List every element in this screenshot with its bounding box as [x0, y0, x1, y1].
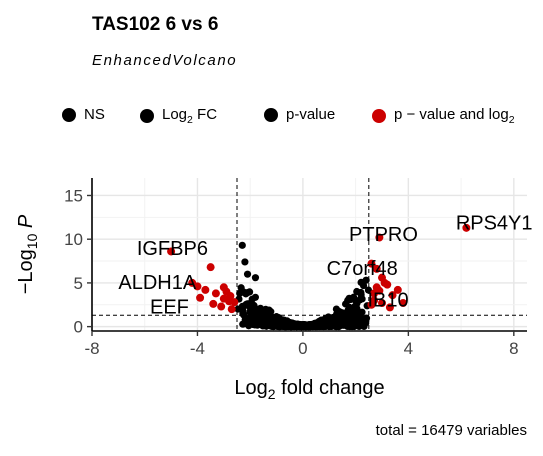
significant-point	[399, 299, 408, 308]
significant-point	[367, 259, 376, 268]
ns-point	[350, 293, 358, 301]
legend-label-pvalue-and-log2fc: p − value and log2	[394, 106, 515, 126]
gene-label-rps4y1: RPS4Y1	[456, 213, 533, 235]
ns-point	[294, 321, 302, 330]
ns-point	[248, 295, 256, 303]
significant-point	[372, 264, 381, 273]
x-axis-label: Log2 fold change	[234, 377, 384, 402]
significant-point	[388, 291, 397, 300]
significant-point	[380, 278, 389, 287]
legend-item-ns: NS	[62, 106, 105, 123]
ns-point	[257, 310, 265, 318]
x-tick-label: 4	[404, 339, 413, 358]
ns-point	[284, 322, 292, 330]
gene-label-igfbp6: IGFBP6	[137, 238, 208, 260]
ns-point	[332, 305, 341, 313]
significant-point	[367, 300, 376, 309]
significant-point	[196, 293, 205, 302]
significant-point	[209, 299, 218, 308]
legend-item-pvalue-and-log2fc: p − value and log2	[372, 106, 515, 126]
gene-label-eef: EEF	[150, 297, 189, 319]
significant-point	[167, 247, 176, 256]
ns-point	[234, 305, 242, 313]
legend-item-log2fc: Log2 FC	[140, 106, 217, 126]
axes: -8 -4 0 4 8 0 5 10 15	[64, 178, 527, 358]
gene-label-c7orf48: C7orf48	[327, 258, 398, 280]
ns-point	[344, 296, 352, 304]
ns-point	[334, 319, 342, 327]
ns-point	[362, 276, 370, 284]
significant-point	[201, 285, 210, 294]
ns-point	[251, 274, 260, 282]
y-tick-label: 10	[64, 230, 83, 249]
ns-point-cloud	[234, 241, 373, 331]
gene-label-ptpro: PTPRO	[349, 224, 418, 246]
gene-label-aldh1a: ALDH1A	[118, 272, 196, 294]
ns-point	[242, 300, 250, 309]
ns-point	[353, 304, 361, 313]
ns-point	[355, 296, 364, 304]
y-axis-label: −Log10 P	[15, 214, 40, 294]
ns-point	[242, 290, 250, 298]
significant-point	[462, 223, 471, 232]
ns-point	[251, 321, 259, 329]
significant-point	[393, 285, 402, 294]
ns-point	[236, 289, 244, 297]
significant-point	[375, 233, 384, 242]
significant-point	[193, 282, 202, 291]
legend-swatch-pvalue-and-log2fc	[372, 109, 386, 123]
ns-point	[261, 320, 269, 329]
gene-label-ib10: IB10	[368, 290, 409, 312]
ns-point	[345, 318, 354, 326]
ns-point	[344, 307, 352, 315]
legend-item-pvalue: p-value	[264, 106, 335, 123]
significant-point	[227, 305, 236, 314]
ns-point	[359, 281, 368, 290]
legend-label-log2fc: Log2 FC	[162, 106, 218, 126]
significant-point	[219, 283, 228, 292]
significant-point	[211, 289, 220, 298]
ns-point	[357, 288, 365, 297]
chart-caption: total = 16479 variables	[375, 422, 527, 439]
x-tick-label: 8	[509, 339, 518, 358]
ns-point	[243, 270, 252, 278]
ns-point	[364, 286, 373, 294]
significant-point	[385, 303, 394, 312]
legend-swatch-pvalue	[264, 107, 278, 122]
significant-points	[167, 223, 471, 314]
x-tick-label: -4	[190, 339, 205, 358]
ns-point	[243, 317, 251, 325]
ns-point	[275, 322, 283, 330]
ns-point	[241, 258, 249, 266]
significant-point	[217, 302, 226, 311]
ns-point	[362, 314, 370, 322]
x-tick-label: -8	[84, 339, 99, 358]
legend-swatch-ns	[62, 107, 76, 122]
y-tick-label: 0	[74, 318, 83, 337]
significant-point	[230, 298, 239, 307]
ns-point	[237, 284, 245, 292]
point-labels: RPS4Y1 PTPRO IGFBP6 C7orf48 ALDH1A EEF IB10	[118, 213, 532, 319]
chart-subtitle: EnhancedVolcano	[92, 52, 238, 69]
ns-point	[267, 321, 275, 330]
y-tick-label: 5	[74, 274, 83, 293]
legend-label-ns: NS	[84, 106, 105, 123]
ns-point	[239, 309, 247, 318]
ns-point	[238, 241, 246, 249]
ns-point	[325, 319, 333, 327]
chart-title: TAS102 6 vs 6	[92, 14, 219, 35]
significant-point	[378, 299, 386, 308]
significant-point	[206, 263, 215, 272]
y-tick-label: 15	[64, 186, 83, 205]
legend-swatch-log2fc	[140, 109, 154, 123]
x-tick-label: 0	[298, 339, 307, 358]
ns-point	[351, 314, 359, 322]
significant-point	[370, 289, 379, 298]
significant-point	[226, 292, 235, 301]
ns-point	[304, 322, 312, 330]
significant-point	[372, 283, 381, 292]
legend-label-pvalue: p-value	[286, 106, 336, 123]
